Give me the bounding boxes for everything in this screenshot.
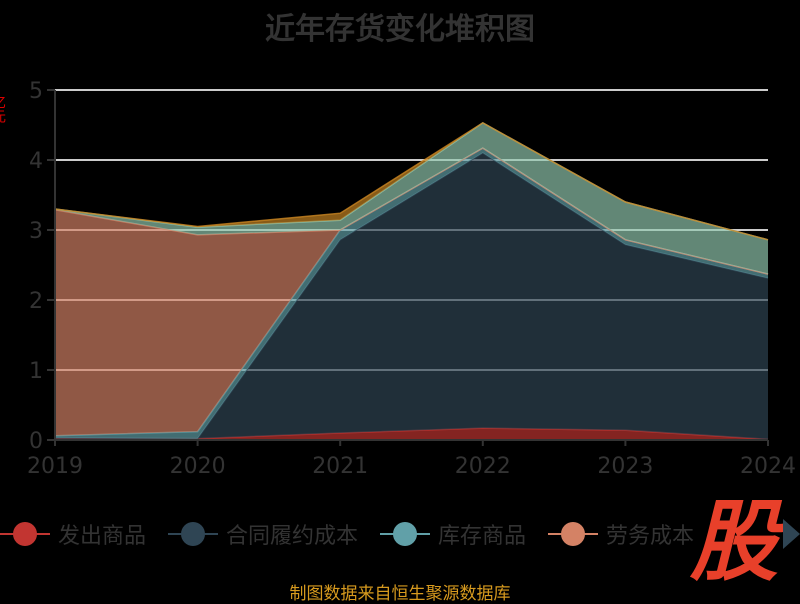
y-tick-label: 4 (29, 149, 43, 174)
y-tick-label: 1 (29, 359, 43, 384)
legend-item-kucun[interactable]: 库存商品 (380, 518, 526, 550)
line-series-5 (54, 122, 769, 241)
y-tick-label: 5 (29, 79, 43, 104)
x-tick-label: 2020 (170, 454, 226, 479)
x-tick-label: 2019 (27, 454, 83, 479)
logo: 股 (690, 490, 779, 593)
y-tick-label: 3 (29, 219, 43, 244)
legend-marker (548, 522, 599, 546)
legend-marker (380, 522, 431, 546)
legend-label: 发出商品 (58, 524, 147, 549)
legend-next-page-arrow-icon[interactable] (783, 519, 800, 549)
legend-item-fachu[interactable]: 发出商品 (0, 518, 146, 550)
area-series-0 (55, 428, 768, 440)
data-source-note: 制图数据来自恒生聚源数据库 (289, 584, 511, 604)
legend-label: 合同履约成本 (226, 524, 359, 549)
area-series-1 (55, 153, 768, 440)
legend-label: 库存商品 (438, 524, 527, 549)
legend-label: 劳务成本 (606, 524, 695, 549)
area-series-2 (55, 148, 768, 439)
legend-marker (168, 522, 219, 546)
x-tick-label: 2022 (455, 454, 511, 479)
legend: 发出商品 合同履约成本 库存商品 劳务成本 (0, 519, 716, 549)
x-tick-label: 2024 (740, 454, 796, 479)
legend-item-laowu[interactable]: 劳务成本 (548, 518, 694, 550)
x-tick-label: 2023 (597, 454, 653, 479)
legend-marker (0, 522, 50, 546)
y-axis-label: 亿元 (0, 95, 6, 123)
area-series-3 (55, 148, 768, 436)
y-tick-label: 2 (29, 289, 43, 314)
legend-item-hetong[interactable]: 合同履约成本 (168, 518, 358, 550)
x-tick-label: 2021 (312, 454, 368, 479)
y-tick-label: 0 (29, 429, 43, 454)
chart-title: 近年存货变化堆积图 (265, 12, 535, 47)
